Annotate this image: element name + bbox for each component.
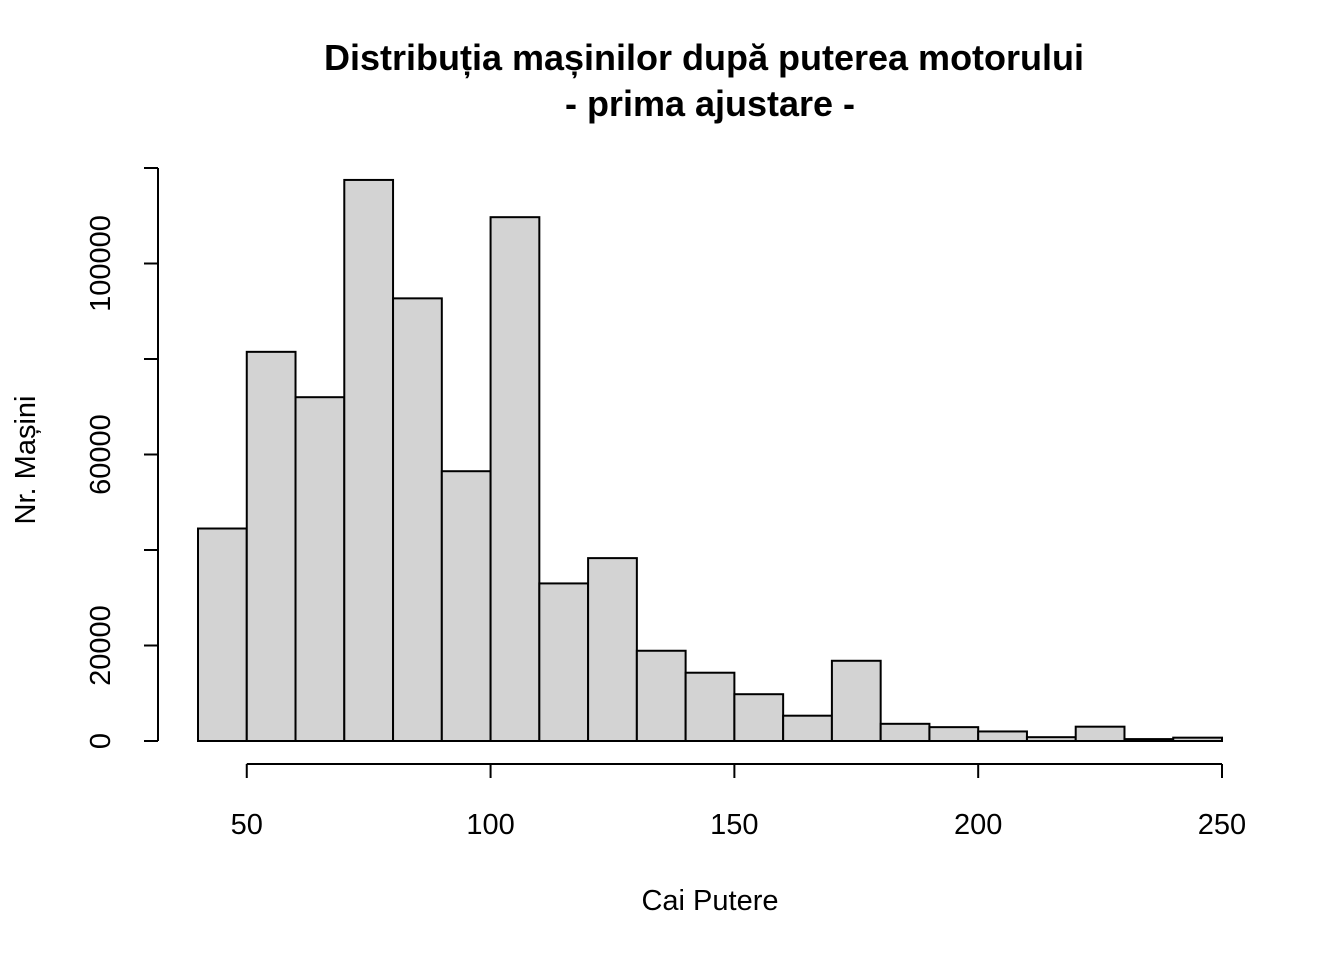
histogram-bar <box>733 693 785 743</box>
chart-title-line-1: Distribuția mașinilor după puterea motor… <box>324 37 1084 79</box>
x-tick-label: 150 <box>710 809 758 841</box>
histogram-bar <box>1123 738 1175 743</box>
y-tick-label: 60000 <box>85 414 117 495</box>
y-tick-label: 0 <box>85 733 117 749</box>
histogram-bar <box>245 350 297 742</box>
histogram-bar <box>489 216 541 742</box>
x-tick-label: 200 <box>954 809 1002 841</box>
histogram-bar <box>635 649 687 742</box>
histogram-bar <box>830 659 882 743</box>
y-tick-label: 20000 <box>85 605 117 686</box>
histogram-bar <box>197 527 248 743</box>
histogram-bar <box>1025 736 1077 742</box>
x-axis: 50 100 150 200 250 <box>231 763 1246 841</box>
histogram-bar <box>1074 725 1126 742</box>
chart-title-line-2: - prima ajustare - <box>565 83 855 124</box>
histogram-bar <box>440 470 492 742</box>
histogram-bar <box>587 557 638 742</box>
y-axis-label: Nr. Mașini <box>10 396 42 525</box>
histogram-bar <box>928 726 980 743</box>
histogram-bar <box>392 297 443 742</box>
x-axis-label: Cai Putere <box>641 885 778 917</box>
histogram-bar <box>782 714 833 743</box>
histogram-bar <box>294 396 346 742</box>
y-axis: 0 20000 60000 100000 <box>85 167 159 749</box>
histogram-bar <box>977 730 1028 743</box>
y-tick-label: 100000 <box>85 215 117 312</box>
histogram-bars <box>197 178 1223 743</box>
histogram-bar <box>879 722 931 742</box>
histogram-bar <box>684 671 736 743</box>
histogram-bar <box>343 178 395 742</box>
x-tick-label: 100 <box>466 809 514 841</box>
x-tick-label: 50 <box>231 809 263 841</box>
x-tick-label: 250 <box>1198 809 1246 841</box>
histogram-bar <box>538 582 590 742</box>
histogram-bar <box>1172 736 1223 742</box>
